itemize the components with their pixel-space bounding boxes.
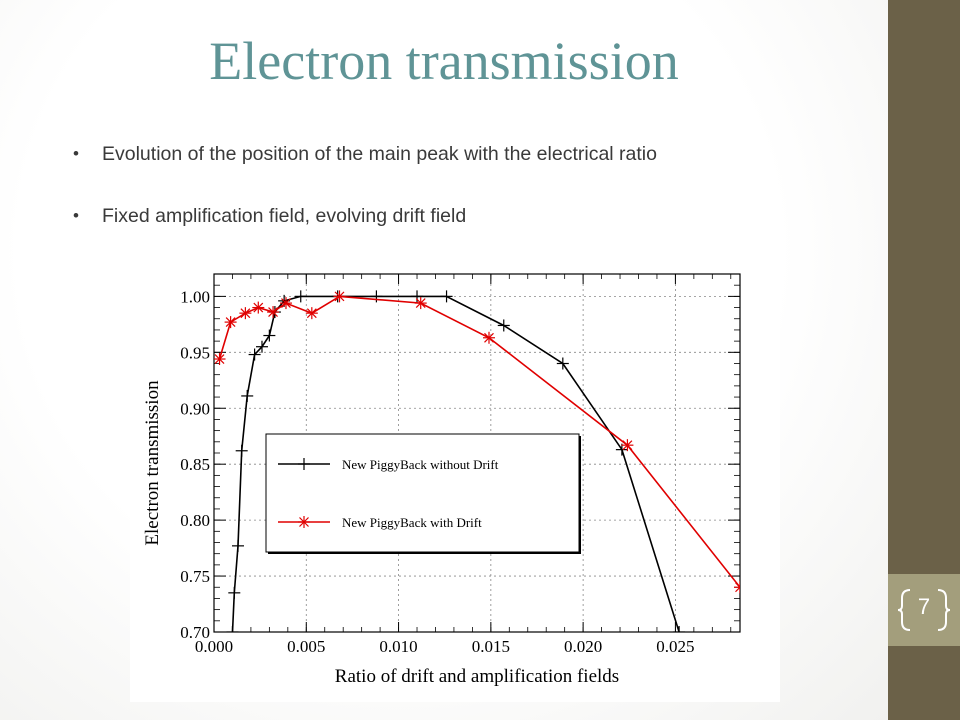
x-axis-label: Ratio of drift and amplification fields xyxy=(335,666,619,687)
slide-title: Electron transmission xyxy=(209,31,679,91)
y-tick-label: 1.00 xyxy=(180,287,210,306)
marker-diag xyxy=(622,440,633,451)
marker-diag xyxy=(240,308,251,319)
y-tick-label: 0.75 xyxy=(180,567,210,586)
data-point xyxy=(248,348,261,361)
data-point xyxy=(255,340,268,353)
y-tick-label: 0.90 xyxy=(180,399,210,418)
data-point xyxy=(556,357,569,370)
marker-diag xyxy=(268,307,278,317)
marker-diag xyxy=(214,354,225,364)
legend-item: New PiggyBack without Drift xyxy=(278,457,499,472)
marker-diag xyxy=(299,517,309,527)
transmission-chart: 0.000 0.005 0.010 0.015 0.020 0.025 0.70 0.75 0.… xyxy=(142,273,741,687)
marker-diag xyxy=(225,317,236,328)
data-point xyxy=(263,329,276,342)
data-point xyxy=(621,439,634,452)
legend-marker xyxy=(298,458,310,470)
page-number-badge: 7 xyxy=(888,574,960,646)
data-point xyxy=(279,297,292,310)
legend-item: New PiggyBack with Drift xyxy=(278,515,482,530)
x-tick-label: 0.005 xyxy=(287,637,325,656)
bullet-dot-icon: • xyxy=(73,206,79,225)
bullet-item: • Fixed amplification field, evolving dr… xyxy=(70,202,657,230)
marker-diag xyxy=(415,298,426,309)
marker-diag xyxy=(281,298,291,309)
y-axis-label: Electron transmission xyxy=(142,380,163,546)
x-tick-label: 0.020 xyxy=(564,637,602,656)
marker-diag xyxy=(735,586,740,593)
marker-diag xyxy=(484,332,494,343)
data-point xyxy=(411,290,424,303)
series-line xyxy=(218,295,740,588)
bullet-item: • Evolution of the position of the main … xyxy=(70,140,657,168)
page-number: 7 xyxy=(917,594,931,619)
data-point xyxy=(231,539,244,552)
right-brace-icon xyxy=(937,589,951,631)
data-point xyxy=(239,307,252,320)
marker-diag xyxy=(306,308,317,319)
series-layer xyxy=(214,290,740,632)
legend-label: New PiggyBack without Drift xyxy=(342,457,499,472)
data-point xyxy=(241,389,254,402)
legend: New PiggyBack without Drift New PiggyBack… xyxy=(265,433,581,554)
data-point xyxy=(497,319,510,332)
data-point xyxy=(252,301,265,314)
left-brace-icon xyxy=(897,589,911,631)
data-point xyxy=(224,316,237,329)
y-tick-label: 0.80 xyxy=(180,511,210,530)
x-tick-label: 0.010 xyxy=(379,637,417,656)
data-point xyxy=(235,444,248,457)
data-point xyxy=(294,290,307,303)
marker-diag xyxy=(334,291,345,302)
data-point xyxy=(267,306,280,319)
x-tick-label: 0.025 xyxy=(656,637,694,656)
data-point xyxy=(414,297,427,310)
legend-label: New PiggyBack with Drift xyxy=(342,515,482,530)
bullet-text: Evolution of the position of the main pe… xyxy=(102,143,657,165)
data-point xyxy=(226,626,239,632)
data-point xyxy=(673,626,686,632)
x-tick-label: 0.000 xyxy=(195,637,233,656)
bullet-list: • Evolution of the position of the main … xyxy=(70,140,657,264)
chart-panel: 0.000 0.005 0.010 0.015 0.020 0.025 0.70 0.75 0.… xyxy=(130,262,780,702)
data-point xyxy=(214,353,226,366)
marker-diag xyxy=(735,582,740,589)
legend-marker xyxy=(298,516,310,528)
data-point xyxy=(228,586,241,599)
data-point xyxy=(734,581,740,594)
marker-diag xyxy=(253,302,264,313)
y-tick-label: 0.85 xyxy=(180,455,210,474)
data-point xyxy=(333,290,346,303)
data-point xyxy=(370,290,383,303)
axis-ticks: 0.000 0.005 0.010 0.015 0.020 0.025 0.70 0.75 0.… xyxy=(180,273,740,656)
series-with-drift xyxy=(214,290,740,594)
legend-box xyxy=(265,433,580,553)
data-point xyxy=(305,307,318,320)
y-tick-label: 0.95 xyxy=(180,343,210,362)
bullet-dot-icon: • xyxy=(73,144,79,163)
bullet-text: Fixed amplification field, evolving drif… xyxy=(102,205,467,227)
y-tick-label: 0.70 xyxy=(180,623,210,642)
x-tick-label: 0.015 xyxy=(472,637,510,656)
data-point xyxy=(440,290,453,303)
data-point xyxy=(482,331,495,344)
